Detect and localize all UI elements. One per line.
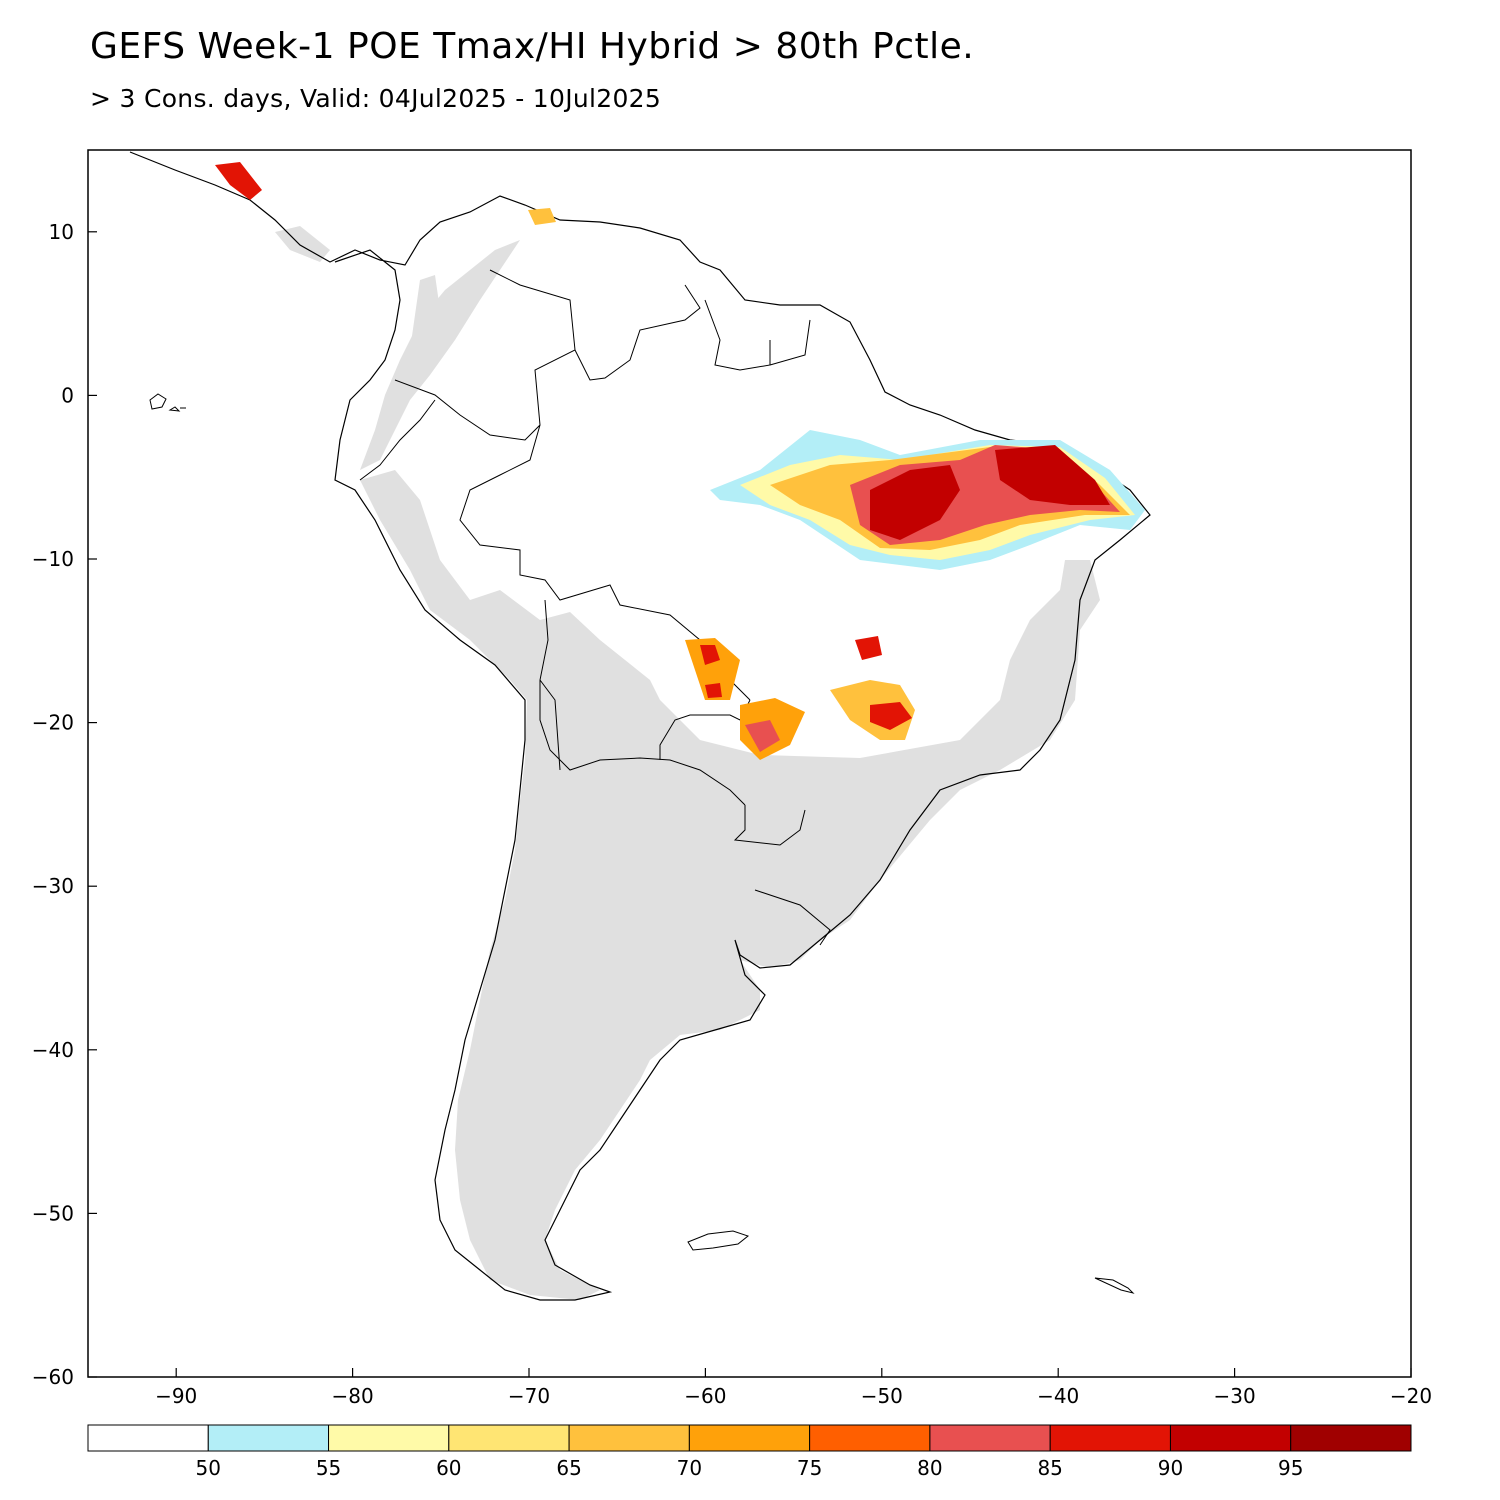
galapagos-islands — [149, 393, 186, 412]
legend-label: 85 — [1037, 1456, 1062, 1480]
x-tick-label: −20 — [1390, 1384, 1432, 1408]
legend-swatch — [1290, 1424, 1412, 1452]
x-tick-label: −60 — [684, 1384, 726, 1408]
prob-area-venezuela — [528, 208, 556, 225]
legend-label: 55 — [316, 1456, 341, 1480]
map-subtitle: > 3 Cons. days, Valid: 04Jul2025 - 10Jul… — [90, 84, 662, 113]
legend-label: 60 — [436, 1456, 461, 1480]
legend-label: 65 — [556, 1456, 581, 1480]
y-tick-label: −10 — [32, 547, 74, 571]
x-tick-label: −50 — [861, 1384, 903, 1408]
legend-swatch — [448, 1424, 570, 1452]
x-tick-label: −90 — [155, 1384, 197, 1408]
y-tick-label: −30 — [32, 874, 74, 898]
legend-label: 50 — [196, 1456, 221, 1480]
prob-area-bolivia-core — [700, 645, 722, 698]
andes-mask-north — [360, 240, 520, 470]
coastline — [129, 151, 1151, 1301]
central-america-mask — [275, 226, 330, 262]
legend-swatch — [207, 1424, 330, 1452]
x-tick-label: −70 — [508, 1384, 550, 1408]
x-tick-label: −30 — [1213, 1384, 1255, 1408]
prob-area-ne-brazil-90 — [870, 445, 1110, 540]
legend-swatch — [87, 1424, 209, 1452]
masked-land-region — [360, 470, 1100, 1300]
legend-label: 80 — [917, 1456, 942, 1480]
y-tick-label: −20 — [32, 711, 74, 735]
falkland-islands — [687, 1230, 750, 1251]
prob-area-bolivia — [685, 638, 740, 700]
probability-shading — [215, 162, 1145, 760]
legend-swatch — [809, 1424, 931, 1452]
y-axis: 10 0 −10 −20 −30 −40 −50 −60 — [32, 220, 97, 1389]
legend-swatch — [1169, 1424, 1292, 1452]
prob-area-central-america — [215, 162, 262, 200]
map-title: GEFS Week-1 POE Tmax/HI Hybrid > 80th Pc… — [90, 26, 975, 67]
y-tick-label: 0 — [61, 383, 74, 407]
x-tick-label: −80 — [331, 1384, 373, 1408]
y-tick-label: −60 — [32, 1365, 74, 1389]
legend-label: 95 — [1278, 1456, 1303, 1480]
legend-swatch — [1049, 1424, 1171, 1452]
legend-label: 70 — [677, 1456, 702, 1480]
legend-swatch — [929, 1424, 1051, 1452]
legend-swatch — [688, 1424, 811, 1452]
x-axis: −90 −80 −70 −60 −50 −40 −30 −20 — [155, 1368, 1432, 1408]
prob-area-central-core — [870, 702, 912, 730]
map-area — [129, 151, 1151, 1301]
andes-mask-sliver — [410, 275, 440, 350]
legend-swatch — [328, 1424, 450, 1452]
legend-label: 90 — [1158, 1456, 1183, 1480]
map-frame — [87, 149, 1412, 1378]
y-tick-label: −40 — [32, 1038, 74, 1062]
x-tick-label: −40 — [1037, 1384, 1079, 1408]
y-tick-label: 10 — [49, 220, 74, 244]
south-georgia — [1094, 1277, 1135, 1294]
prob-area-small-1 — [855, 636, 882, 660]
country-borders — [359, 269, 831, 946]
y-tick-label: −50 — [32, 1201, 74, 1225]
legend-label: 75 — [797, 1456, 822, 1480]
prob-area-pantanal-core — [745, 720, 780, 752]
color-legend: 50 55 60 65 70 75 80 85 90 95 — [87, 1424, 1412, 1480]
legend-swatch — [568, 1424, 690, 1452]
